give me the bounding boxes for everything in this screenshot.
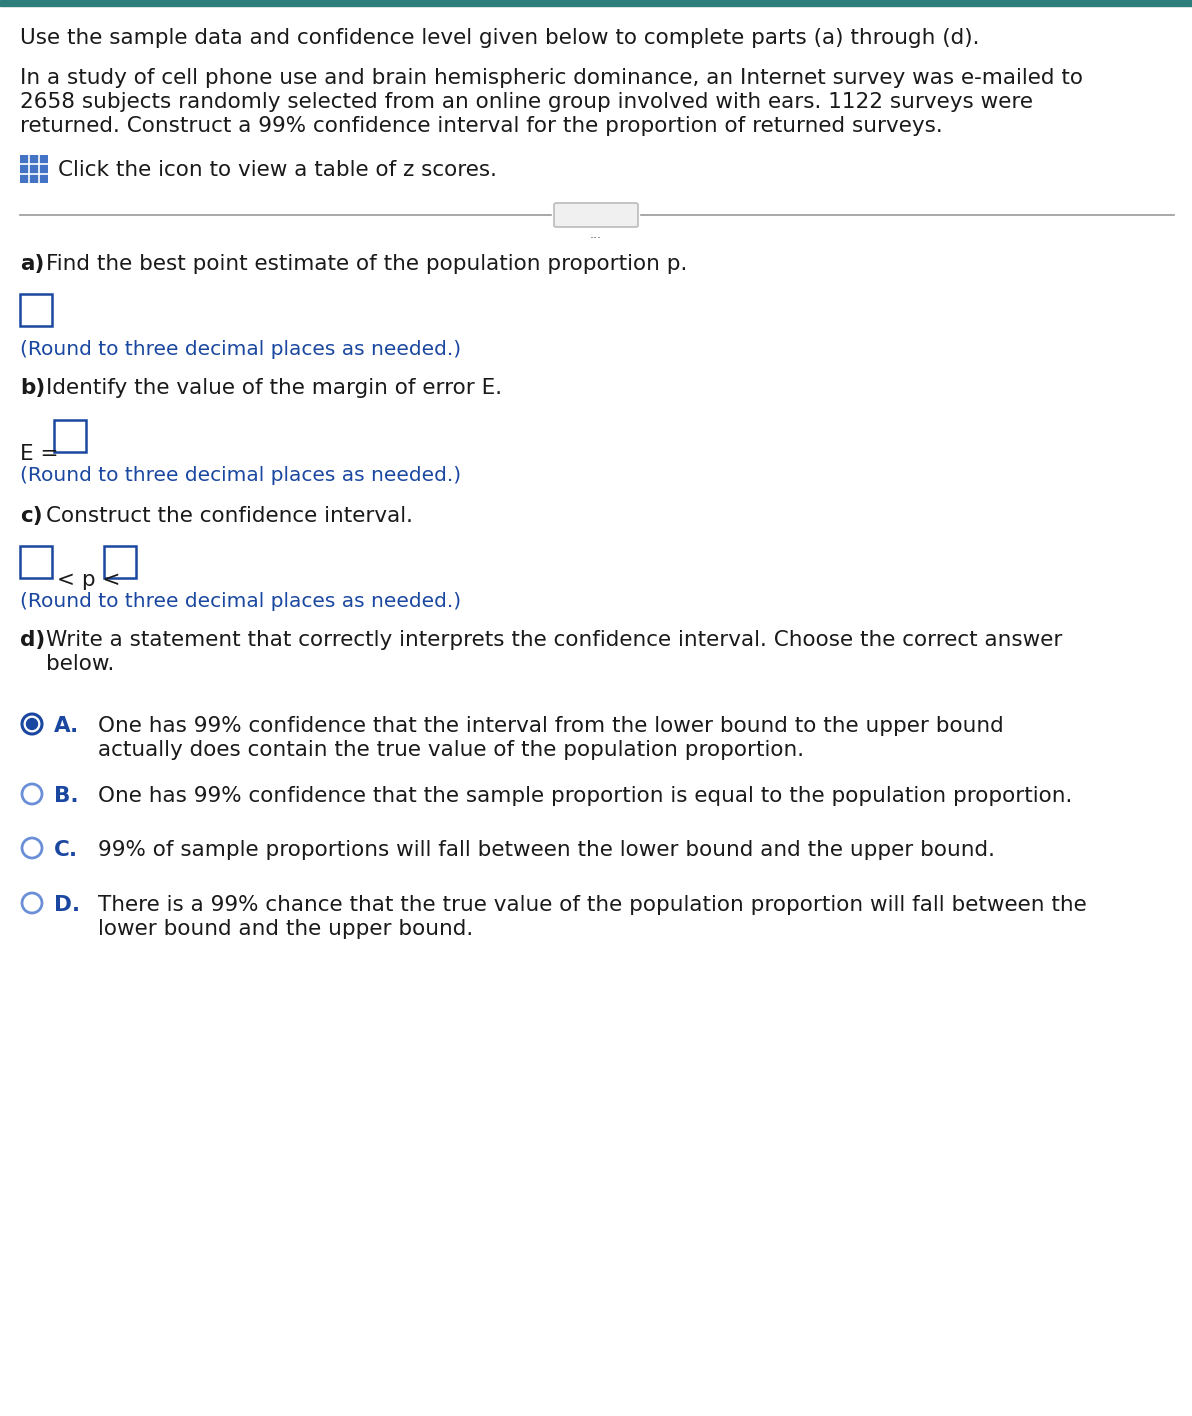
Text: returned. Construct a 99% confidence interval for the proportion of returned sur: returned. Construct a 99% confidence int… <box>20 116 943 136</box>
Text: a): a) <box>20 253 44 275</box>
Text: (Round to three decimal places as needed.): (Round to three decimal places as needed… <box>20 592 461 610</box>
Text: 2658 subjects randomly selected from an online group involved with ears. 1122 su: 2658 subjects randomly selected from an … <box>20 92 1033 112</box>
Text: A.: A. <box>54 716 79 736</box>
FancyBboxPatch shape <box>554 202 638 227</box>
Text: actually does contain the true value of the population proportion.: actually does contain the true value of … <box>98 741 805 760</box>
Text: < p <: < p < <box>57 571 120 590</box>
Text: ...: ... <box>590 228 602 241</box>
Text: E =: E = <box>20 445 58 464</box>
Text: Click the icon to view a table of z scores.: Click the icon to view a table of z scor… <box>58 160 497 180</box>
Text: There is a 99% chance that the true value of the population proportion will fall: There is a 99% chance that the true valu… <box>98 895 1087 915</box>
Text: One has 99% confidence that the interval from the lower bound to the upper bound: One has 99% confidence that the interval… <box>98 716 1004 736</box>
Text: C.: C. <box>54 840 79 860</box>
Bar <box>20 295 52 326</box>
Text: Construct the confidence interval.: Construct the confidence interval. <box>46 506 412 525</box>
Text: c): c) <box>20 506 43 525</box>
Bar <box>104 547 136 578</box>
Text: D.: D. <box>54 895 80 915</box>
Bar <box>20 154 48 183</box>
Bar <box>54 421 86 452</box>
Text: b): b) <box>20 378 45 398</box>
Circle shape <box>26 718 37 729</box>
Text: Write a statement that correctly interprets the confidence interval. Choose the : Write a statement that correctly interpr… <box>46 630 1062 650</box>
Text: Use the sample data and confidence level given below to complete parts (a) throu: Use the sample data and confidence level… <box>20 28 980 48</box>
Text: (Round to three decimal places as needed.): (Round to three decimal places as needed… <box>20 340 461 360</box>
Text: In a study of cell phone use and brain hemispheric dominance, an Internet survey: In a study of cell phone use and brain h… <box>20 68 1084 88</box>
Text: Identify the value of the margin of error E.: Identify the value of the margin of erro… <box>46 378 502 398</box>
Circle shape <box>21 714 42 733</box>
Text: (Round to three decimal places as needed.): (Round to three decimal places as needed… <box>20 466 461 486</box>
Text: d): d) <box>20 630 45 650</box>
Text: B.: B. <box>54 786 79 806</box>
Text: Find the best point estimate of the population proportion p.: Find the best point estimate of the popu… <box>46 253 688 275</box>
Text: 99% of sample proportions will fall between the lower bound and the upper bound.: 99% of sample proportions will fall betw… <box>98 840 995 860</box>
Text: One has 99% confidence that the sample proportion is equal to the population pro: One has 99% confidence that the sample p… <box>98 786 1073 806</box>
Text: lower bound and the upper bound.: lower bound and the upper bound. <box>98 919 473 939</box>
Text: below.: below. <box>46 654 114 674</box>
Bar <box>20 547 52 578</box>
Circle shape <box>21 784 42 804</box>
Circle shape <box>21 838 42 858</box>
Bar <box>0 0 1192 6</box>
Circle shape <box>21 893 42 913</box>
